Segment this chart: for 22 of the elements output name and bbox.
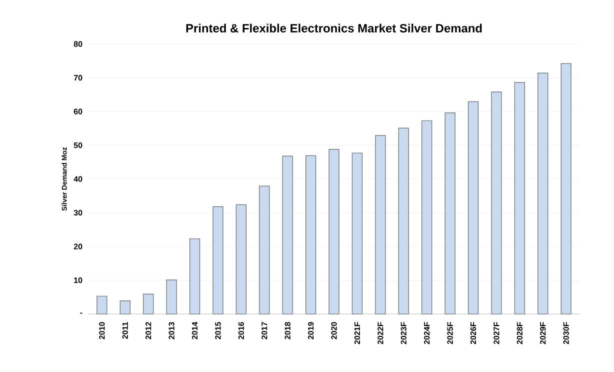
bar [352,152,363,314]
bar [120,300,130,314]
bar [491,92,502,314]
chart-title: Printed & Flexible Electronics Market Silver Demand [186,24,482,32]
bar [398,128,409,314]
bar [375,135,386,314]
bar [538,72,548,314]
bar [189,238,200,314]
bar [143,294,154,314]
bar [96,296,108,314]
bar [166,280,177,314]
bar [468,101,479,314]
bar [282,156,293,314]
bar [236,204,246,314]
bar [560,63,572,314]
bar [422,120,432,314]
bar [514,82,525,314]
bar [328,149,340,314]
bar [444,112,456,314]
bar [305,155,316,314]
bar [212,206,224,314]
bar [259,186,270,314]
